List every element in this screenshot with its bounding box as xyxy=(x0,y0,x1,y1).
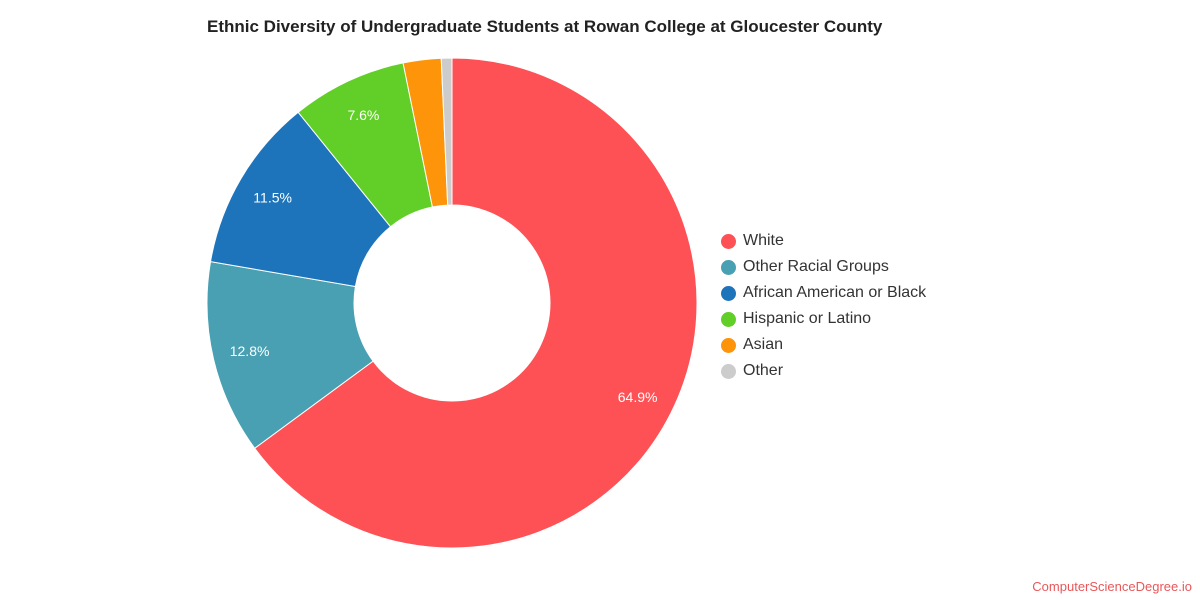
legend-label: Hispanic or Latino xyxy=(743,310,872,327)
slice-other-racial-groups xyxy=(206,261,374,449)
slice-label-other-racial-groups: 12.8% xyxy=(230,343,270,359)
legend-swatch xyxy=(721,311,736,327)
chart-title: Ethnic Diversity of Undergraduate Studen… xyxy=(207,17,883,36)
slice-label-african-american-or-black: 11.5% xyxy=(253,190,292,206)
slice-white xyxy=(254,57,698,549)
legend-item-white: White xyxy=(721,228,926,254)
legend-label: Asian xyxy=(743,336,784,353)
legend-swatch xyxy=(721,285,736,301)
legend-label: African American or Black xyxy=(743,284,927,301)
slice-other xyxy=(440,57,453,206)
legend-swatch xyxy=(721,259,736,275)
slice-label-hispanic-or-latino: 7.6% xyxy=(347,107,379,123)
legend-label: Other xyxy=(743,362,784,379)
legend-item-african-american-or-black: African American or Black xyxy=(721,280,926,306)
source-credit: ComputerScienceDegree.io xyxy=(1032,579,1192,594)
legend-item-asian: Asian xyxy=(721,332,926,358)
legend-swatch xyxy=(721,337,736,353)
chart-legend: White Other Racial Groups African American… xyxy=(721,228,926,384)
legend-label: Other Racial Groups xyxy=(743,258,889,275)
legend-swatch xyxy=(721,233,736,249)
legend-label: White xyxy=(743,232,784,249)
legend-item-other: Other xyxy=(721,358,926,384)
legend-item-other-racial-groups: Other Racial Groups xyxy=(721,254,926,280)
legend-swatch xyxy=(721,363,736,379)
slice-label-white: 64.9% xyxy=(618,389,658,405)
legend-item-hispanic-or-latino: Hispanic or Latino xyxy=(721,306,926,332)
slice-african-american-or-black xyxy=(209,111,392,288)
